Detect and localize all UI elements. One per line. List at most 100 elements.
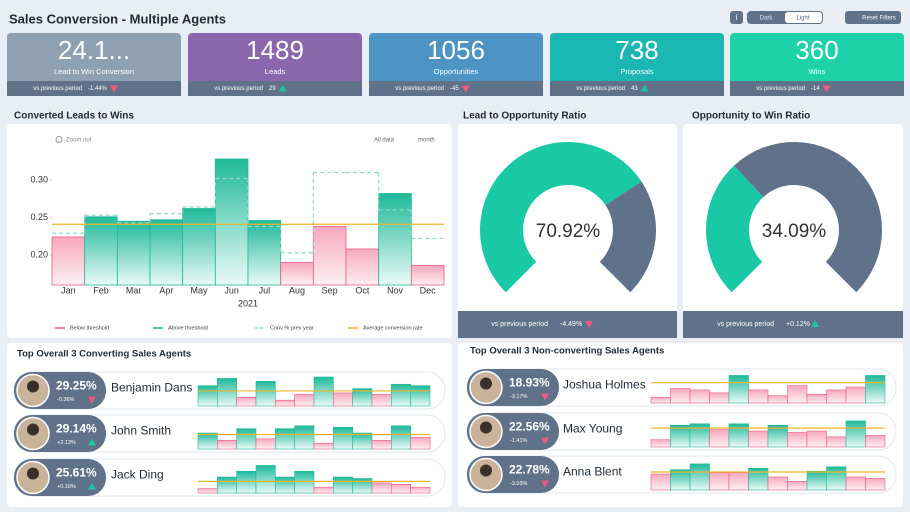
agent-name: John Smith	[111, 424, 171, 438]
spark-bar	[650, 439, 671, 448]
agent-change: -1.41%	[510, 438, 528, 444]
agent-rate: 29.25%	[56, 379, 97, 393]
agent-change: -0.36%	[57, 397, 75, 403]
spark-bar	[275, 476, 295, 494]
gauge-rest	[734, 141, 883, 293]
trend-down	[541, 437, 549, 445]
bar	[116, 220, 151, 286]
spark-bar	[197, 488, 218, 494]
trend-up	[88, 438, 96, 446]
reset-button[interactable]	[845, 11, 901, 24]
agent-rate: 22.56%	[509, 420, 550, 434]
kpi-value: 360	[795, 35, 838, 65]
spark-bar	[236, 396, 257, 407]
spark-bar	[371, 439, 392, 450]
trend-down	[541, 393, 549, 401]
chart-title: Lead to Opportunity Ratio	[463, 111, 586, 122]
agent-name: Jack Ding	[111, 468, 164, 482]
spark-bar	[333, 476, 353, 494]
spark-bar	[410, 437, 431, 450]
x-tick-label: May	[190, 285, 208, 295]
spark-bar	[650, 396, 671, 404]
spark-bar	[333, 392, 353, 407]
spark-bar	[806, 393, 827, 404]
theme-dark[interactable]: Dark	[760, 16, 774, 22]
info-button[interactable]	[730, 11, 743, 24]
spark-bar	[650, 473, 671, 491]
spark-bar	[391, 383, 411, 407]
spark-bar	[410, 486, 431, 494]
spark-bar	[333, 426, 353, 450]
kpi-footer	[7, 81, 181, 96]
trend-up	[88, 482, 96, 490]
spark-bar	[865, 375, 886, 404]
bar	[182, 208, 216, 286]
spark-bar	[236, 470, 257, 494]
period-control[interactable]: month	[418, 138, 435, 144]
agent-name: Anna Blent	[563, 465, 622, 479]
x-tick-label: Mar	[126, 285, 142, 295]
agent-avatar-head	[27, 380, 39, 393]
spark-bar	[275, 428, 295, 450]
spark-bar	[410, 385, 431, 407]
spark-bar	[371, 482, 392, 494]
spark-bar	[670, 388, 691, 404]
theme-light[interactable]: Light	[796, 16, 809, 22]
spark-bar	[767, 395, 788, 404]
kpi-footer	[730, 81, 904, 96]
gauge-footer	[458, 311, 677, 338]
x-tick-label: Jan	[61, 285, 76, 295]
spark-bar	[670, 469, 691, 491]
kpi-value: 24.1...	[58, 35, 130, 65]
x-tick-label: Sep	[322, 285, 338, 295]
kpi-card	[550, 33, 724, 96]
x-tick-label: Jun	[224, 285, 239, 295]
trend-down	[110, 85, 119, 93]
gauge-change: -4.49%	[560, 321, 582, 328]
spark-bar	[255, 465, 276, 494]
spark-bar	[689, 389, 710, 404]
kpi-compare: vs previous period	[395, 86, 444, 92]
spark-bar	[197, 432, 218, 450]
panel-title: Top Overall 3 Converting Sales Agents	[17, 349, 191, 360]
agent-change: -3.03%	[510, 481, 528, 487]
zoom-icon	[55, 136, 63, 143]
kpi-value: 738	[615, 35, 658, 65]
kpi-change: -1.44%	[88, 86, 108, 92]
kpi-footer	[369, 81, 543, 96]
x-tick-label: Aug	[289, 285, 305, 295]
kpi-footer	[188, 81, 362, 96]
spark-bar	[748, 389, 769, 404]
gauge-label: 34.09%	[762, 221, 827, 242]
trend-down	[541, 480, 549, 488]
bar	[51, 236, 86, 286]
gauge-label: 70.92%	[536, 221, 601, 242]
x-tick-label: Feb	[93, 285, 109, 295]
trend-down	[585, 321, 593, 328]
bar	[149, 219, 184, 286]
spark-bar	[865, 435, 886, 448]
spark-bar	[391, 425, 411, 450]
kpi-value: 1489	[246, 35, 304, 65]
kpi-label: Proposals	[620, 67, 654, 76]
agent-avatar-head	[27, 467, 39, 480]
agent-rate: 25.61%	[56, 466, 97, 480]
kpi-label: Lead to Win Conversion	[54, 67, 134, 76]
zoom-control: Zoom out	[66, 138, 92, 144]
kpi-card	[369, 33, 543, 96]
kpi-compare: vs previous period	[756, 86, 805, 92]
kpi-change: 43	[631, 86, 638, 92]
agent-avatar-head	[480, 464, 492, 477]
x-tick-label: Nov	[387, 285, 404, 295]
kpi-card	[730, 33, 904, 96]
range-control[interactable]: All data	[374, 138, 395, 144]
spark-bar	[294, 470, 315, 494]
kpi-label: Opportunities	[434, 67, 479, 76]
agent-avatar-head	[480, 377, 492, 390]
trend-up	[278, 84, 287, 92]
spark-bar	[728, 472, 749, 491]
spark-bar	[826, 389, 847, 404]
spark-bar	[313, 486, 334, 494]
agent-name: Max Young	[563, 422, 622, 436]
